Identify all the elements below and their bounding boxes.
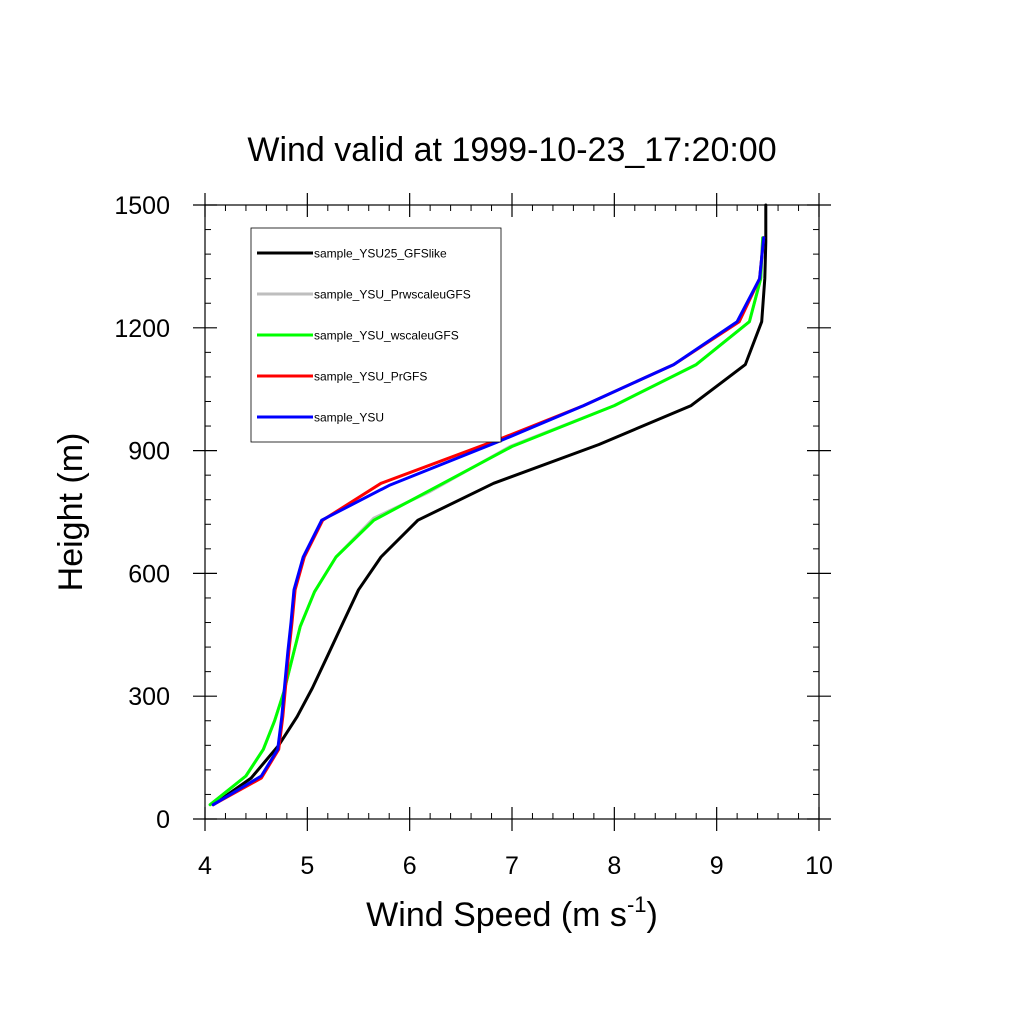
plot-area — [193, 193, 831, 831]
series-line-1 — [211, 203, 768, 807]
series-line-3 — [208, 236, 765, 807]
x-tick-label: 10 — [805, 852, 833, 880]
legend: sample_YSU25_GFSlike sample_YSU_Prwscaleu… — [250, 227, 502, 443]
x-axis-label-main: Wind Speed (m s — [366, 896, 627, 934]
y-tick-label: 1200 — [114, 315, 170, 343]
x-tick-labels: 4 5 6 7 8 9 10 — [198, 852, 833, 880]
legend-items: sample_YSU25_GFSlike sample_YSU_Prwscaleu… — [257, 247, 471, 425]
x-tick-label: 5 — [300, 852, 314, 880]
major-ticks — [193, 193, 831, 831]
legend-label-4: sample_YSU_PrGFS — [314, 370, 427, 384]
legend-label-3: sample_YSU_wscaleuGFS — [314, 329, 459, 343]
legend-label-5: sample_YSU — [314, 411, 384, 425]
y-tick-label: 300 — [128, 683, 170, 711]
y-tick-label: 600 — [128, 560, 170, 588]
x-tick-label: 4 — [198, 852, 212, 880]
y-tick-label: 900 — [128, 438, 170, 466]
x-tick-label: 8 — [607, 852, 621, 880]
chart-title: Wind valid at 1999-10-23_17:20:00 — [247, 131, 776, 169]
y-axis-label: Height (m) — [52, 433, 90, 592]
legend-label-2: sample_YSU_PrwscaleuGFS — [314, 288, 471, 302]
x-tick-label: 7 — [505, 852, 519, 880]
minor-ticks — [205, 205, 819, 819]
series-line-5 — [211, 236, 766, 807]
x-axis-label-superscript: -1 — [627, 892, 647, 917]
x-tick-label: 6 — [403, 852, 417, 880]
y-tick-label: 1500 — [114, 192, 170, 220]
y-tick-label: 0 — [156, 806, 170, 834]
x-tick-label: 9 — [710, 852, 724, 880]
x-axis-label: Wind Speed (m s-1) — [366, 892, 658, 934]
x-axis-label-close: ) — [647, 896, 658, 934]
series-lines — [208, 203, 768, 807]
y-tick-labels: 0 300 600 900 1200 1500 — [114, 192, 170, 834]
legend-label-1: sample_YSU25_GFSlike — [314, 247, 447, 261]
